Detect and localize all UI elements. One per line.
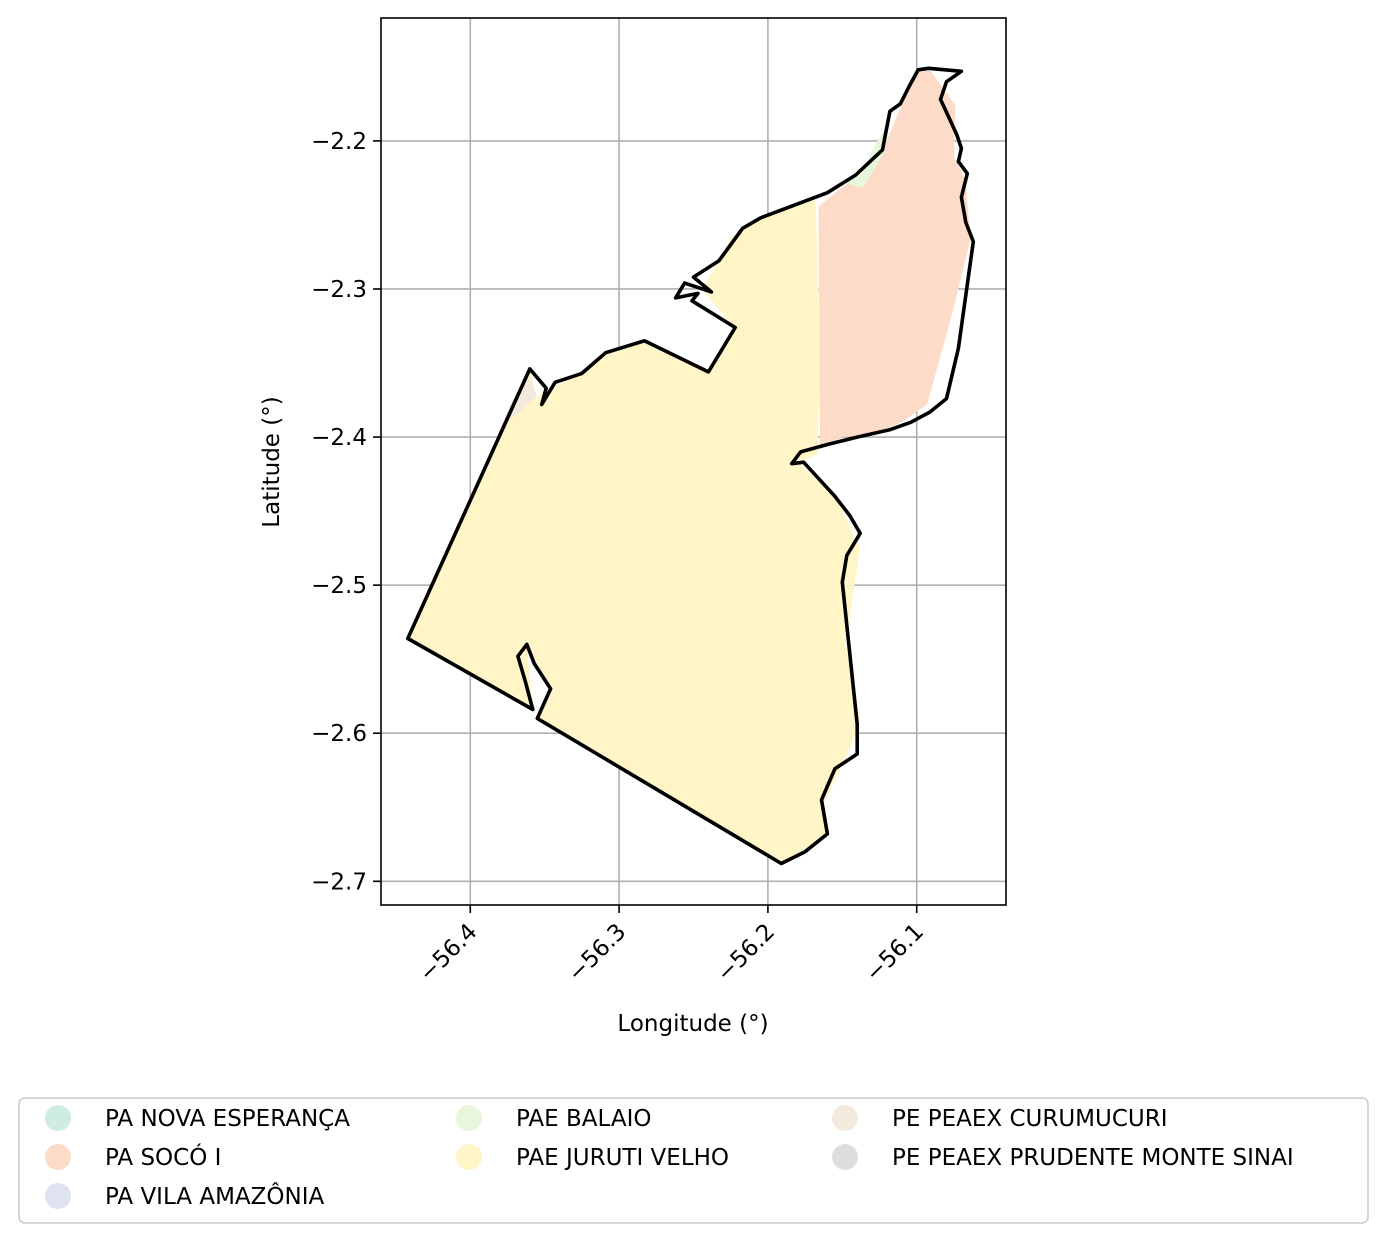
legend-marker: [832, 1105, 858, 1131]
y-tick-label: −2.4: [311, 425, 367, 451]
legend-marker: [456, 1105, 482, 1131]
x-tick-label: −56.1: [861, 919, 929, 987]
y-tick-label: −2.6: [311, 721, 367, 747]
legend-label: PE PEAEX CURUMUCURI: [892, 1106, 1168, 1132]
legend: PA NOVA ESPERANÇA PA SOCÓ I PA VILA AMAZÔN…: [18, 1097, 1369, 1224]
legend-marker: [456, 1144, 482, 1170]
legend-marker: [45, 1183, 71, 1209]
y-ticks: −2.2 −2.3 −2.4 −2.5 −2.6 −2.7: [311, 129, 381, 895]
legend-marker: [832, 1144, 858, 1170]
x-tick-label: −56.4: [414, 919, 482, 987]
legend-frame: [18, 1097, 1369, 1224]
legend-label: PA NOVA ESPERANÇA: [105, 1106, 350, 1132]
x-tick-label: −56.2: [712, 919, 780, 987]
region-layer: [407, 68, 971, 864]
legend-label: PE PEAEX PRUDENTE MONTE SINAI: [892, 1145, 1294, 1171]
y-tick-label: −2.5: [311, 573, 367, 599]
legend-label: PA VILA AMAZÔNIA: [105, 1182, 325, 1210]
region-pae-juruti-velho: [407, 200, 861, 864]
y-axis-title: Latitude (°): [259, 396, 285, 527]
x-tick-label: −56.3: [563, 919, 631, 987]
x-ticks: −56.4 −56.3 −56.2 −56.1: [414, 905, 929, 987]
region-pa-soc-i: [818, 68, 971, 449]
x-axis-title: Longitude (°): [617, 1011, 768, 1037]
boundary-outline: [405, 66, 976, 866]
legend-label: PAE JURUTI VELHO: [516, 1145, 729, 1171]
y-tick-label: −2.3: [311, 277, 367, 303]
legend-label: PA SOCÓ I: [105, 1143, 221, 1171]
y-tick-label: −2.2: [311, 129, 367, 155]
outline-layer: [405, 66, 976, 866]
legend-marker: [45, 1144, 71, 1170]
plot-frame: [380, 17, 1007, 906]
legend-label: PAE BALAIO: [516, 1106, 651, 1132]
y-tick-label: −2.7: [311, 869, 367, 895]
legend-marker: [45, 1105, 71, 1131]
